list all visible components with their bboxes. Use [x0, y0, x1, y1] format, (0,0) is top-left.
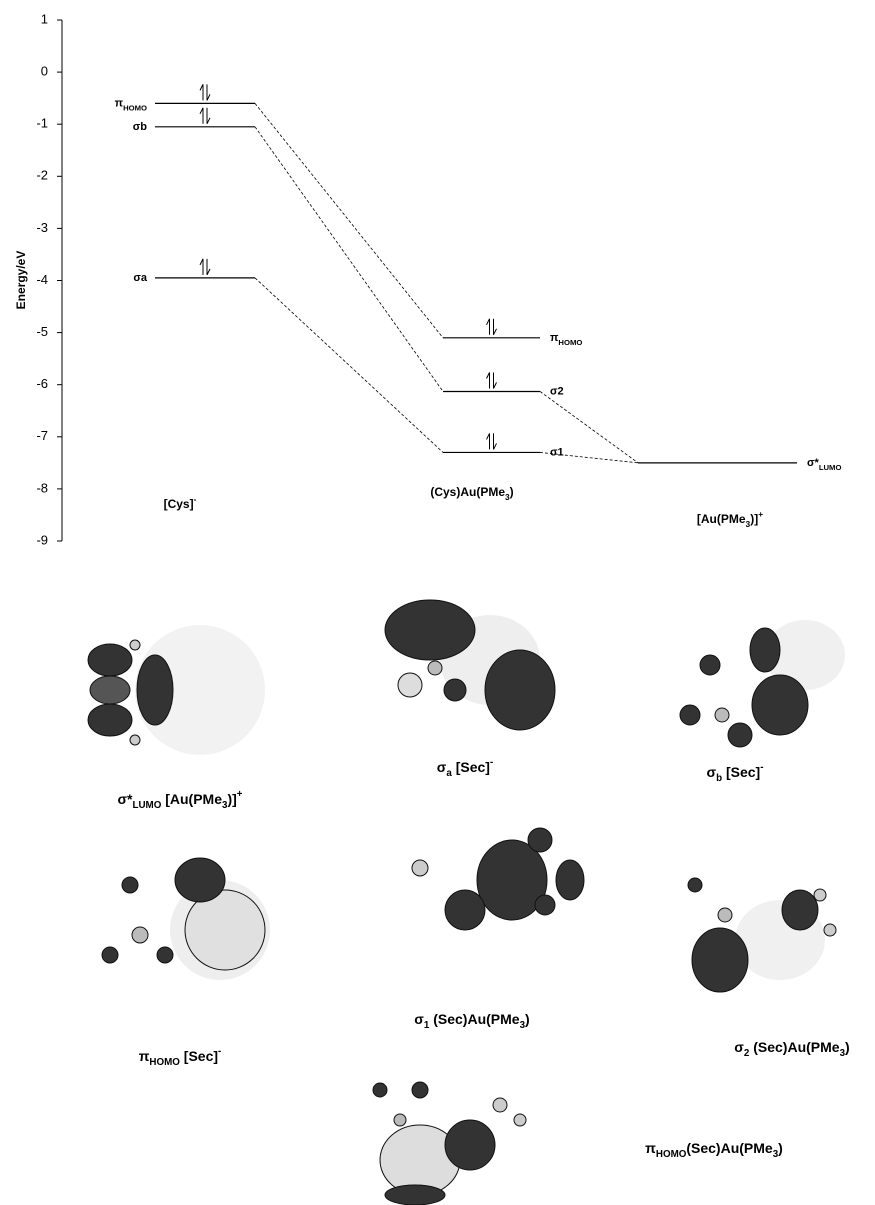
column-label: [Cys]-: [164, 494, 197, 511]
text-segment: -: [760, 762, 763, 773]
orbital-caption: πHOMO [Sec]-: [139, 1046, 222, 1068]
text-segment: π: [139, 1048, 150, 1064]
orbital-caption: σa [Sec]-: [437, 757, 493, 779]
orbital-image: [102, 858, 270, 980]
y-tick-label: -9: [36, 532, 48, 547]
text-segment: HOMO: [149, 1057, 180, 1068]
orbital-images: [88, 600, 845, 1205]
text-segment: (Sec)Au(PMe: [686, 1140, 773, 1156]
text-segment: (Cys)Au(PMe: [430, 485, 505, 499]
text-segment: HOMO: [123, 103, 147, 112]
text-segment: σb: [133, 121, 148, 133]
y-tick-label: 0: [41, 64, 48, 79]
orbital-caption: σ*LUMO [Au(PMe3)]+: [117, 789, 242, 811]
level-label: σb: [133, 121, 148, 133]
page: Energy/eV 10-1-2-3-4-5-6-7-8-9[Cys]-πHOM…: [0, 0, 875, 1205]
electron-pair: [200, 259, 210, 275]
orbital-caption: σ2 (Sec)Au(PMe3): [734, 1039, 849, 1059]
text-segment: σ2: [550, 385, 564, 397]
column-label: (Cys)Au(PMe3): [430, 485, 513, 502]
text-segment: [Sec]: [180, 1048, 218, 1064]
y-tick-label: -6: [36, 376, 48, 391]
y-tick-label: -4: [36, 272, 48, 287]
y-tick-label: -8: [36, 480, 48, 495]
correlation-line: [255, 103, 443, 337]
electron-pair: [200, 108, 210, 124]
text-segment: [Sec]: [722, 764, 760, 780]
orbital-caption: σb [Sec]-: [707, 762, 764, 784]
text-segment: [Cys]: [164, 497, 194, 511]
level-label: πHOMO: [115, 97, 147, 112]
text-segment: π: [645, 1140, 656, 1156]
electron-pair: [200, 84, 210, 100]
text-segment: LUMO: [133, 800, 162, 811]
text-segment: σ: [437, 759, 447, 775]
level-label: σa: [133, 272, 148, 284]
text-segment: σ*: [117, 791, 133, 807]
y-tick-label: 1: [41, 11, 48, 26]
mo-diagram: Energy/eV 10-1-2-3-4-5-6-7-8-9[Cys]-πHOM…: [0, 0, 875, 1205]
correlation-line: [255, 278, 443, 453]
orbital-image: [385, 600, 555, 730]
text-segment: ): [510, 485, 514, 499]
text-segment: LUMO: [819, 462, 842, 471]
text-segment: ): [778, 1140, 783, 1156]
electron-pair: [487, 433, 497, 449]
orbital-caption: σ1 (Sec)Au(PMe3): [414, 1011, 529, 1031]
orbital-image: [412, 828, 584, 930]
y-axis-label: Energy/eV: [14, 251, 28, 310]
text-segment: HOMO: [558, 337, 582, 346]
orbital-caption: πHOMO(Sec)Au(PMe3): [645, 1140, 783, 1160]
level-label: σ*LUMO: [807, 457, 841, 472]
text-segment: σ: [734, 1039, 744, 1055]
y-tick-label: -7: [36, 428, 48, 443]
level-label: σ2: [550, 385, 564, 397]
text-segment: σ1: [550, 446, 564, 458]
orbital-image: [688, 878, 836, 992]
text-segment: HOMO: [656, 1149, 687, 1160]
electron-pair: [487, 372, 497, 388]
text-segment: σ: [707, 764, 717, 780]
text-segment: -: [194, 494, 197, 504]
text-segment: [Au(PMe: [697, 512, 746, 526]
text-segment: [Sec]: [452, 759, 490, 775]
y-tick-label: -2: [36, 168, 48, 183]
text-segment: -: [218, 1046, 221, 1057]
text-segment: (Sec)Au(PMe: [749, 1039, 839, 1055]
text-segment: σ*: [807, 457, 820, 469]
text-segment: (Sec)Au(PMe: [429, 1011, 519, 1027]
orbital-image: [88, 625, 265, 755]
text-segment: ): [525, 1011, 530, 1027]
correlation-line: [255, 127, 443, 392]
column-label: [Au(PMe3)]+: [697, 509, 763, 529]
level-label: πHOMO: [550, 332, 582, 347]
text-segment: )]: [750, 512, 758, 526]
text-segment: ): [845, 1039, 850, 1055]
text-segment: σa: [133, 272, 148, 284]
level-label: σ1: [550, 446, 564, 458]
text-segment: +: [758, 509, 763, 519]
orbital-image: [680, 620, 845, 747]
text-segment: [Au(PMe: [161, 791, 222, 807]
y-tick-label: -5: [36, 324, 48, 339]
text-segment: -: [490, 757, 493, 768]
electron-pair: [487, 319, 497, 335]
orbital-image: [373, 1082, 526, 1205]
text-segment: +: [237, 789, 243, 800]
y-tick-label: -1: [36, 116, 48, 131]
text-segment: )]: [227, 791, 236, 807]
text-segment: σ: [414, 1011, 424, 1027]
y-tick-label: -3: [36, 220, 48, 235]
